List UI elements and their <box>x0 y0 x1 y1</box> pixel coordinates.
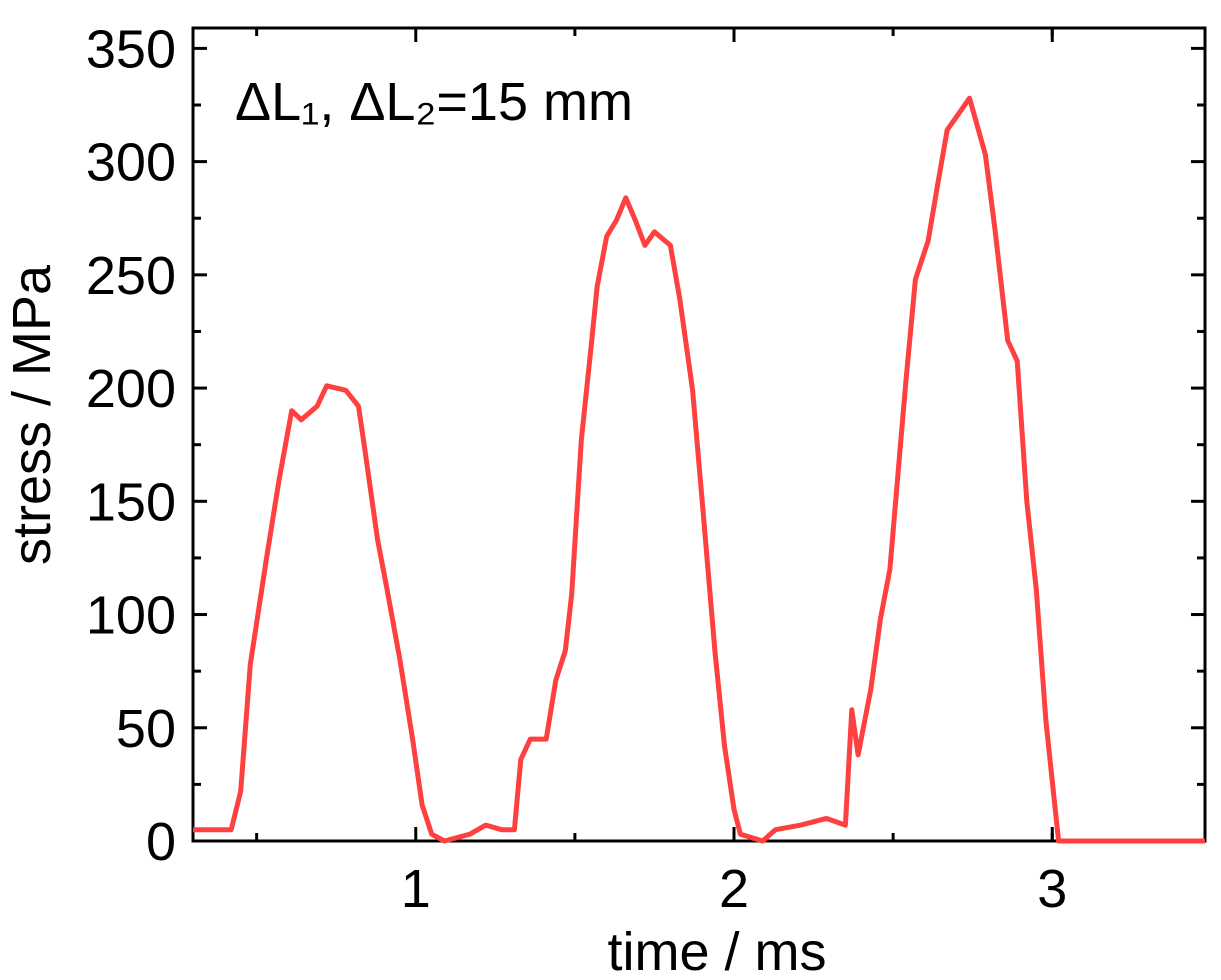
y-tick-label: 0 <box>146 812 176 872</box>
x-tick-label: 1 <box>401 859 431 919</box>
annotation: ΔL₁, ΔL₂=15 mm <box>235 72 633 132</box>
y-tick-label: 200 <box>86 359 176 419</box>
y-axis-label: stress / MPa <box>2 264 62 565</box>
y-tick-label: 250 <box>86 246 176 306</box>
x-tick-label: 3 <box>1037 859 1067 919</box>
plot-frame <box>191 26 1207 843</box>
y-tick-label: 150 <box>86 472 176 532</box>
y-tick-label: 50 <box>116 699 176 759</box>
y-tick-label: 100 <box>86 586 176 646</box>
x-tick-label: 2 <box>719 859 749 919</box>
x-axis-label: time / ms <box>607 922 826 975</box>
stress-line <box>193 95 1205 844</box>
y-tick-label: 300 <box>86 133 176 193</box>
y-tick-label: 350 <box>86 19 176 79</box>
